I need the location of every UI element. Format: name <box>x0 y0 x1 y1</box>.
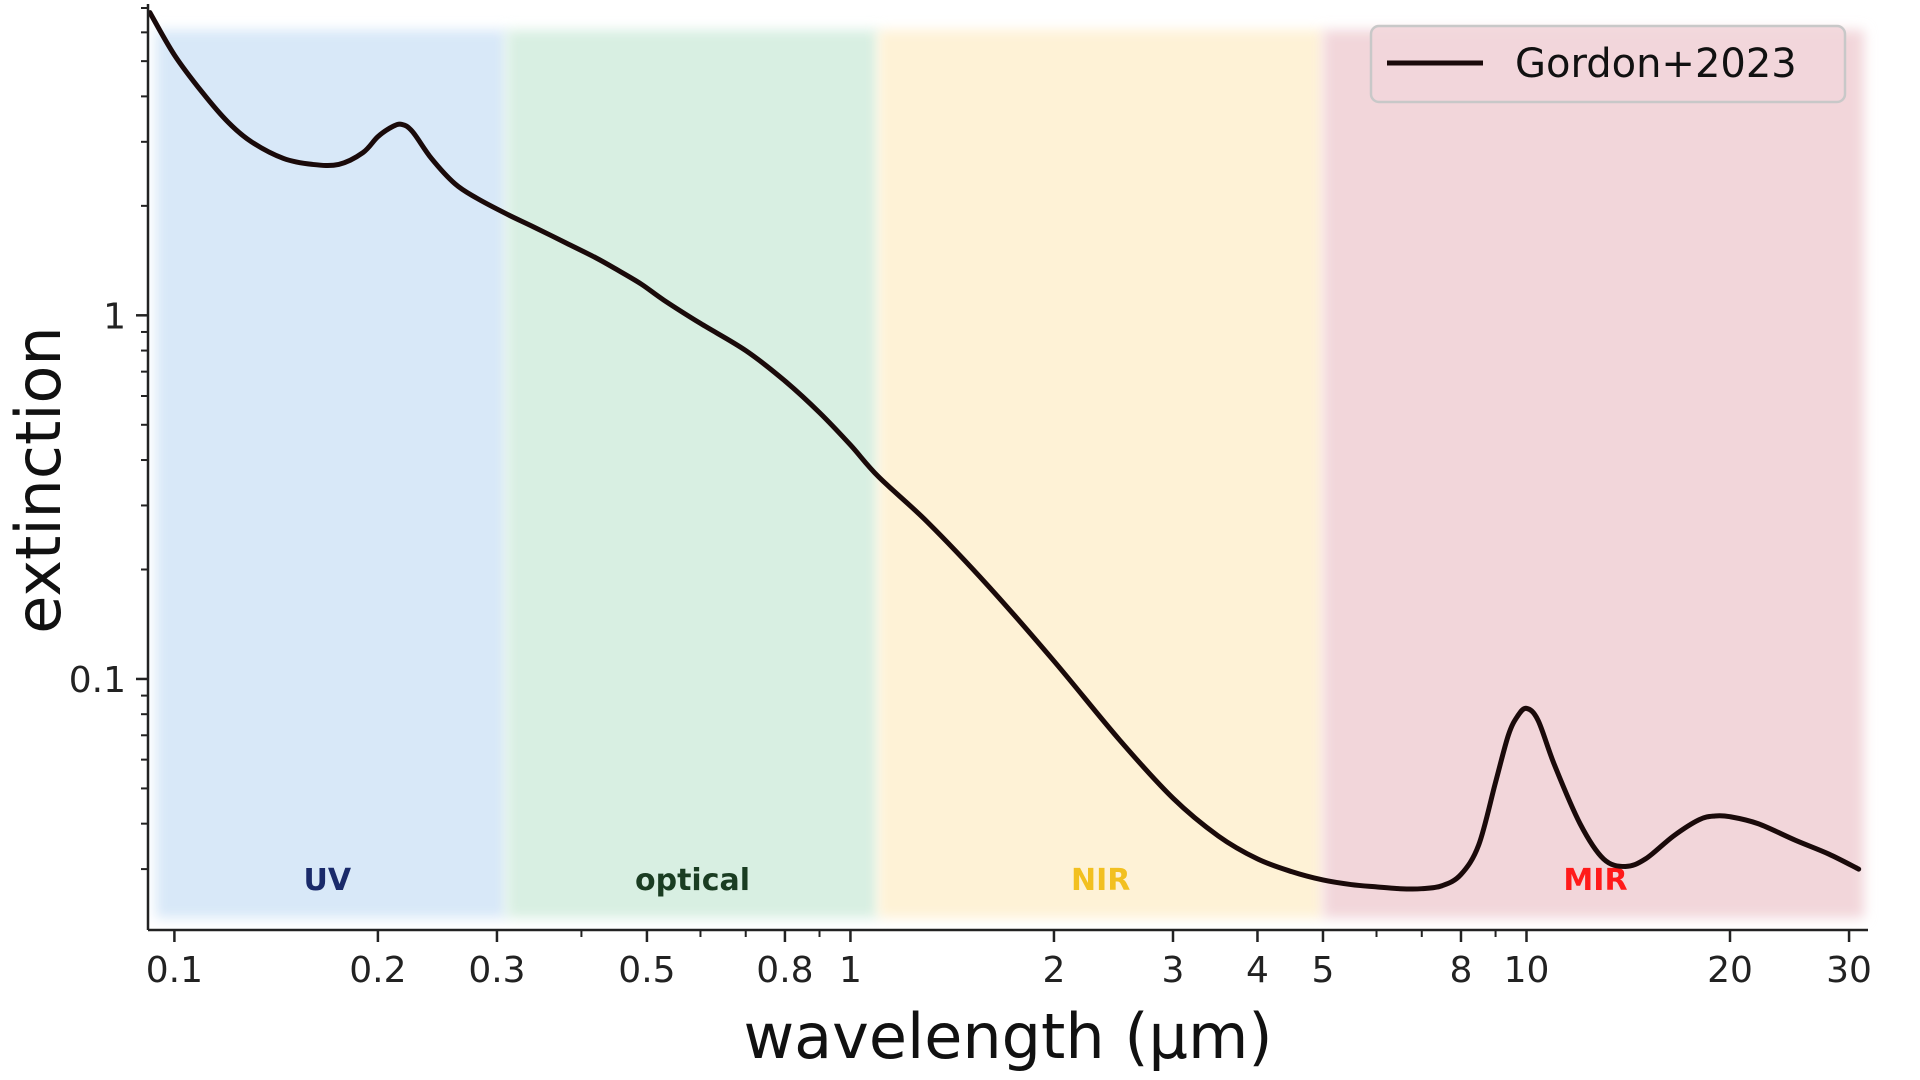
region-band-nir <box>878 30 1323 918</box>
x-tick-label: 8 <box>1450 950 1473 991</box>
x-tick-label: 0.5 <box>618 950 675 991</box>
legend-label: Gordon+2023 <box>1515 41 1797 87</box>
x-axis-ticks: 0.1 0.2 0.3 0.5 0.8 1 2 3 4 5 8 10 20 30 <box>146 930 1872 991</box>
x-tick-label: 5 <box>1312 950 1335 991</box>
region-label-uv: UV <box>304 863 352 898</box>
region-band-optical <box>506 30 879 918</box>
x-tick-label: 1 <box>839 950 862 991</box>
x-tick-label: 10 <box>1504 950 1550 991</box>
region-label-nir: NIR <box>1071 863 1130 898</box>
x-tick-label: 0.2 <box>349 950 406 991</box>
series-line-gordon-2023 <box>147 10 1862 892</box>
y-tick-label: 0.1 <box>69 660 126 701</box>
y-axis-title: extinction <box>2 326 75 633</box>
spectral-regions <box>156 30 1864 918</box>
series-lines <box>147 10 1862 892</box>
x-axis-title: wavelength (μm) <box>743 1000 1272 1073</box>
x-tick-label: 0.8 <box>756 950 813 991</box>
legend: Gordon+2023 <box>1369 24 1847 104</box>
x-tick-label: 4 <box>1246 950 1269 991</box>
legend-box <box>1369 24 1847 104</box>
x-tick-label: 20 <box>1707 950 1753 991</box>
y-axis-ticks: 0.11 <box>69 7 148 871</box>
region-label-mir: MIR <box>1563 863 1627 898</box>
y-tick-label: 1 <box>103 296 126 337</box>
x-tick-label: 30 <box>1826 950 1872 991</box>
region-labels: UV optical NIR MIR <box>304 863 1628 898</box>
x-tick-label: 0.1 <box>146 950 203 991</box>
x-tick-label: 3 <box>1162 950 1185 991</box>
region-label-optical: optical <box>635 863 750 898</box>
x-tick-label: 2 <box>1043 950 1066 991</box>
region-band-mir <box>1322 30 1864 918</box>
x-tick-label: 0.3 <box>468 950 525 991</box>
